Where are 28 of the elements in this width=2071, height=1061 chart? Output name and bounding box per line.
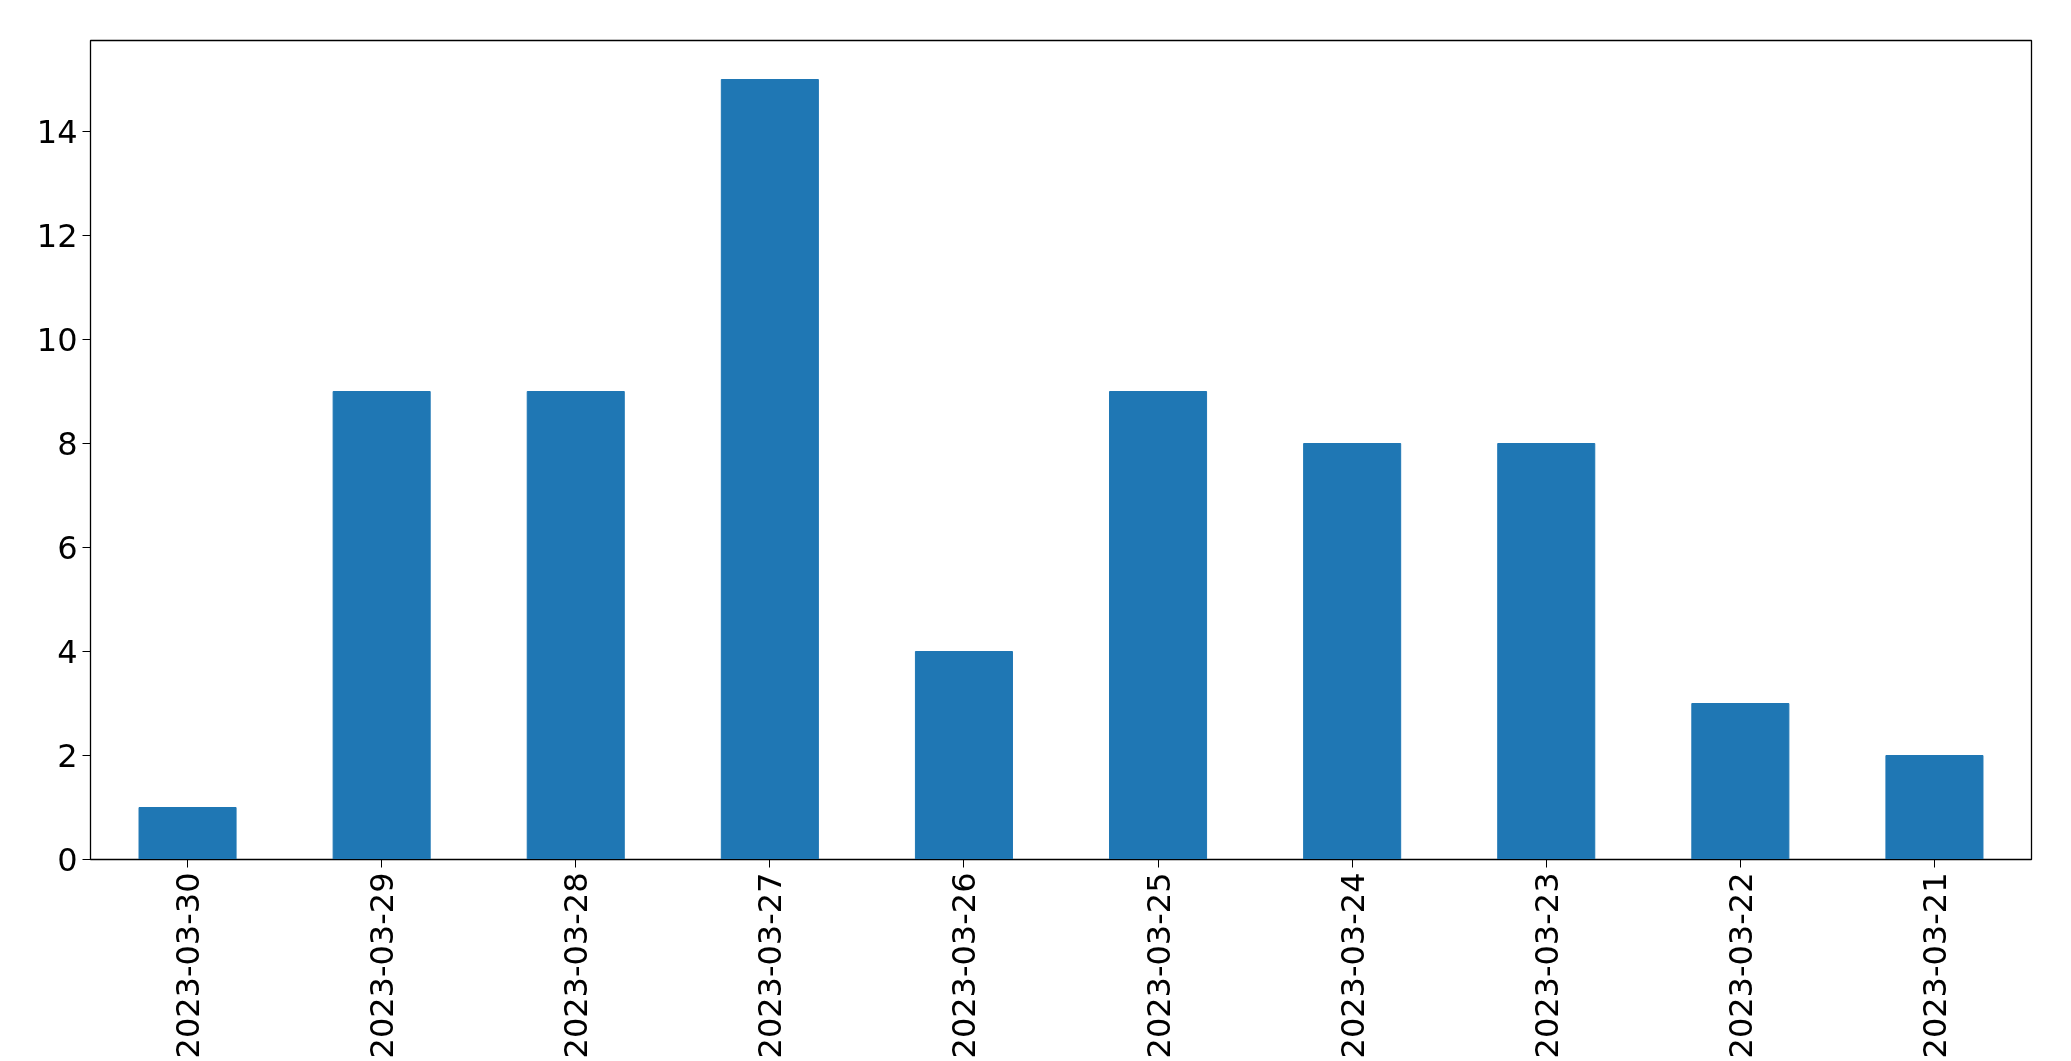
- bar: [1303, 443, 1402, 860]
- y-tick-label: 2: [57, 737, 78, 775]
- bar: [138, 807, 237, 860]
- y-tick-label: 4: [57, 633, 78, 671]
- y-tick-label: 8: [57, 425, 78, 463]
- x-tick-label: 2023-03-22: [1721, 872, 1760, 1059]
- y-tick-label: 6: [57, 529, 78, 567]
- y-tick-label: 12: [36, 217, 78, 255]
- bar: [526, 391, 625, 860]
- y-tick-label: 0: [57, 841, 78, 879]
- bar: [1885, 755, 1984, 860]
- x-tick-label: 2023-03-30: [169, 872, 208, 1059]
- bar: [720, 79, 819, 860]
- x-tick-label: 2023-03-24: [1333, 872, 1372, 1059]
- bar: [914, 651, 1013, 860]
- x-tick-label: 2023-03-23: [1527, 872, 1566, 1059]
- x-tick-label: 2023-03-25: [1139, 872, 1178, 1059]
- x-tick-label: 2023-03-29: [363, 872, 402, 1059]
- bar: [1109, 391, 1208, 860]
- bar: [1691, 703, 1790, 860]
- x-tick-label: 2023-03-28: [557, 872, 596, 1059]
- x-tick-label: 2023-03-27: [751, 872, 790, 1059]
- bar: [1497, 443, 1596, 860]
- y-tick-label: 10: [36, 321, 78, 359]
- y-tick-label: 14: [36, 113, 78, 151]
- x-tick-label: 2023-03-21: [1915, 872, 1954, 1059]
- x-tick-label: 2023-03-26: [945, 872, 984, 1059]
- bar: [332, 391, 431, 860]
